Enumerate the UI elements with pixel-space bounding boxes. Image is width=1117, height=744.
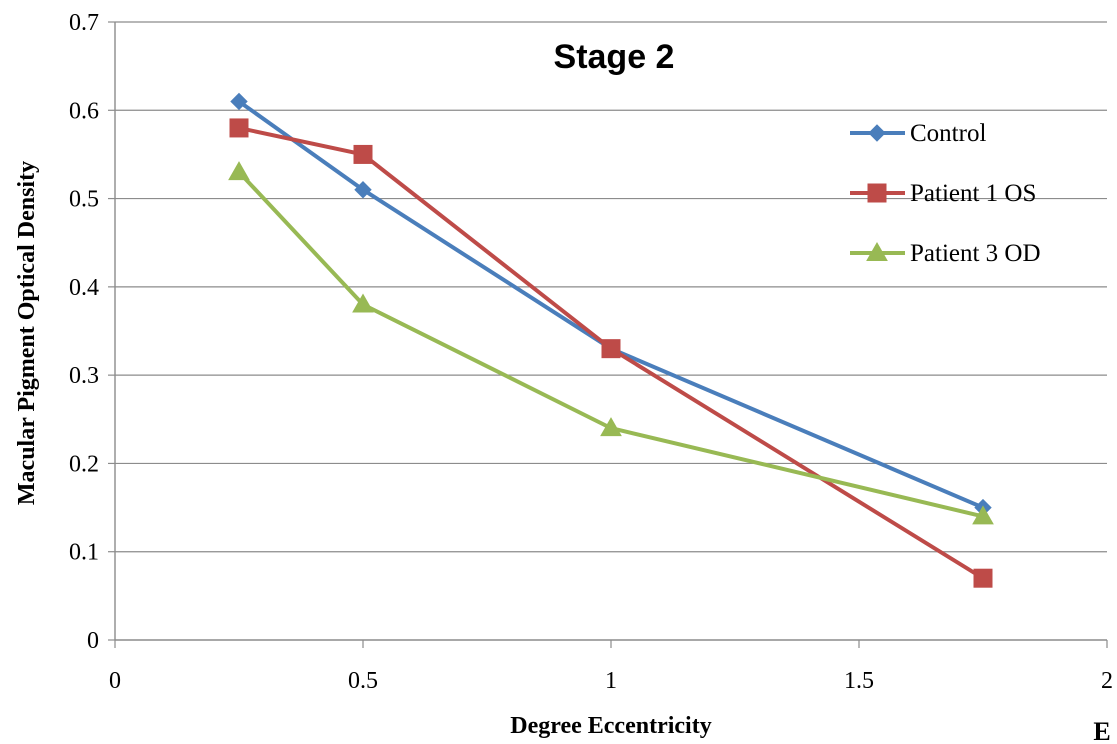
series-line bbox=[238, 125, 985, 580]
y-tick-label: 0.3 bbox=[69, 363, 99, 389]
legend-label: Control bbox=[910, 120, 986, 147]
data-point bbox=[352, 293, 374, 313]
y-tick-label: 0.6 bbox=[69, 98, 99, 124]
x-axis-label: Degree Eccentricity bbox=[510, 713, 711, 739]
legend-label: Patient 1 OS bbox=[910, 180, 1036, 207]
x-tick-labels: 0 0.5 1 1.5 2 bbox=[109, 668, 1113, 694]
data-point bbox=[972, 505, 994, 525]
series-line bbox=[237, 99, 984, 510]
y-tick-label: 0.2 bbox=[69, 451, 99, 477]
y-axis-label: Macular Pigment Optical Density bbox=[14, 161, 40, 505]
y-tick-label: 0.7 bbox=[69, 10, 99, 36]
y-tick-label: 0.4 bbox=[69, 275, 99, 301]
series-3 bbox=[228, 161, 994, 525]
chart-title: Stage 2 bbox=[554, 38, 675, 76]
series-2 bbox=[229, 118, 993, 588]
data-point bbox=[601, 339, 621, 359]
x-tick-label: 1.5 bbox=[844, 668, 874, 694]
series-1 bbox=[230, 92, 992, 517]
gridlines bbox=[115, 21, 1107, 553]
data-point bbox=[353, 144, 373, 164]
data-point bbox=[354, 181, 372, 199]
legend-item: Control bbox=[850, 120, 986, 147]
legend-item: Patient 1 OS bbox=[850, 180, 1036, 207]
data-point bbox=[600, 417, 622, 437]
legend: Control Patient 1 OS Patient 3 OD bbox=[850, 120, 1041, 267]
x-tick-label: 1 bbox=[605, 668, 617, 694]
axes bbox=[108, 21, 1108, 648]
data-point bbox=[228, 161, 250, 181]
x-tick-label: 0.5 bbox=[348, 668, 378, 694]
series-line bbox=[237, 170, 984, 519]
panel-label: E bbox=[1093, 717, 1110, 744]
legend-label: Patient 3 OD bbox=[910, 240, 1041, 267]
series-group bbox=[228, 92, 994, 588]
y-tick-label: 0.5 bbox=[69, 187, 99, 213]
data-point bbox=[973, 568, 993, 588]
x-tick-label: 2 bbox=[1101, 668, 1113, 694]
legend-marker bbox=[868, 124, 886, 142]
legend-marker bbox=[867, 183, 887, 203]
data-point bbox=[229, 118, 249, 138]
legend-item: Patient 3 OD bbox=[850, 240, 1041, 267]
data-point bbox=[230, 92, 248, 111]
legend-marker bbox=[866, 241, 888, 261]
y-tick-labels: 0 0.1 0.2 0.3 0.4 0.5 0.6 0.7 bbox=[69, 10, 99, 654]
x-tick-label: 0 bbox=[109, 668, 121, 694]
y-tick-label: 0 bbox=[87, 628, 99, 654]
y-tick-label: 0.1 bbox=[69, 540, 99, 566]
